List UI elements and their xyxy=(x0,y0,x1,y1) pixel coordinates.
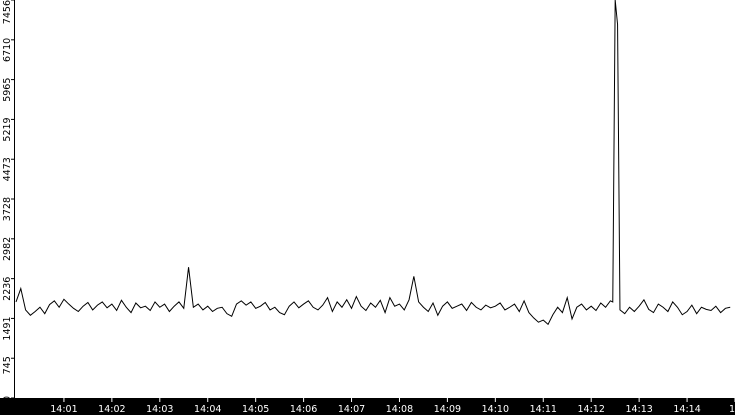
x-tick-label: 14:02 xyxy=(98,404,125,415)
x-axis-bar xyxy=(0,398,735,415)
x-tick-label: 14 xyxy=(729,404,735,415)
x-tick-label: 14:07 xyxy=(338,404,365,415)
y-tick-label: 1491 xyxy=(2,316,13,340)
y-tick-label: 745 xyxy=(2,356,13,374)
y-tick-label: 3728 xyxy=(2,197,13,221)
y-tick-label: 6710 xyxy=(2,38,13,62)
y-tick-label: 5965 xyxy=(2,78,13,102)
data-line xyxy=(15,0,731,326)
x-tick-label: 14:10 xyxy=(482,404,509,415)
y-tick-label: 4473 xyxy=(2,157,13,181)
y-tick-label: 5219 xyxy=(2,117,13,141)
y-tick-label: 0 xyxy=(2,396,13,402)
x-tick-label: 14:03 xyxy=(146,404,173,415)
x-tick-label: 14:06 xyxy=(290,404,317,415)
y-tick-label: 7456 xyxy=(2,0,13,24)
y-tick-label: 2982 xyxy=(2,237,13,261)
x-tick-label: 14:09 xyxy=(434,404,461,415)
x-tick-label: 14:05 xyxy=(242,404,269,415)
x-tick-label: 14:01 xyxy=(50,404,77,415)
y-tick-label: 2236 xyxy=(2,277,13,301)
x-tick-label: 14:08 xyxy=(386,404,413,415)
x-tick-label: 14:13 xyxy=(625,404,652,415)
x-tick-label: 14:12 xyxy=(578,404,605,415)
x-tick-label: 14:04 xyxy=(194,404,221,415)
x-tick-label: 14:14 xyxy=(673,404,700,415)
x-tick-label: 14:11 xyxy=(530,404,557,415)
